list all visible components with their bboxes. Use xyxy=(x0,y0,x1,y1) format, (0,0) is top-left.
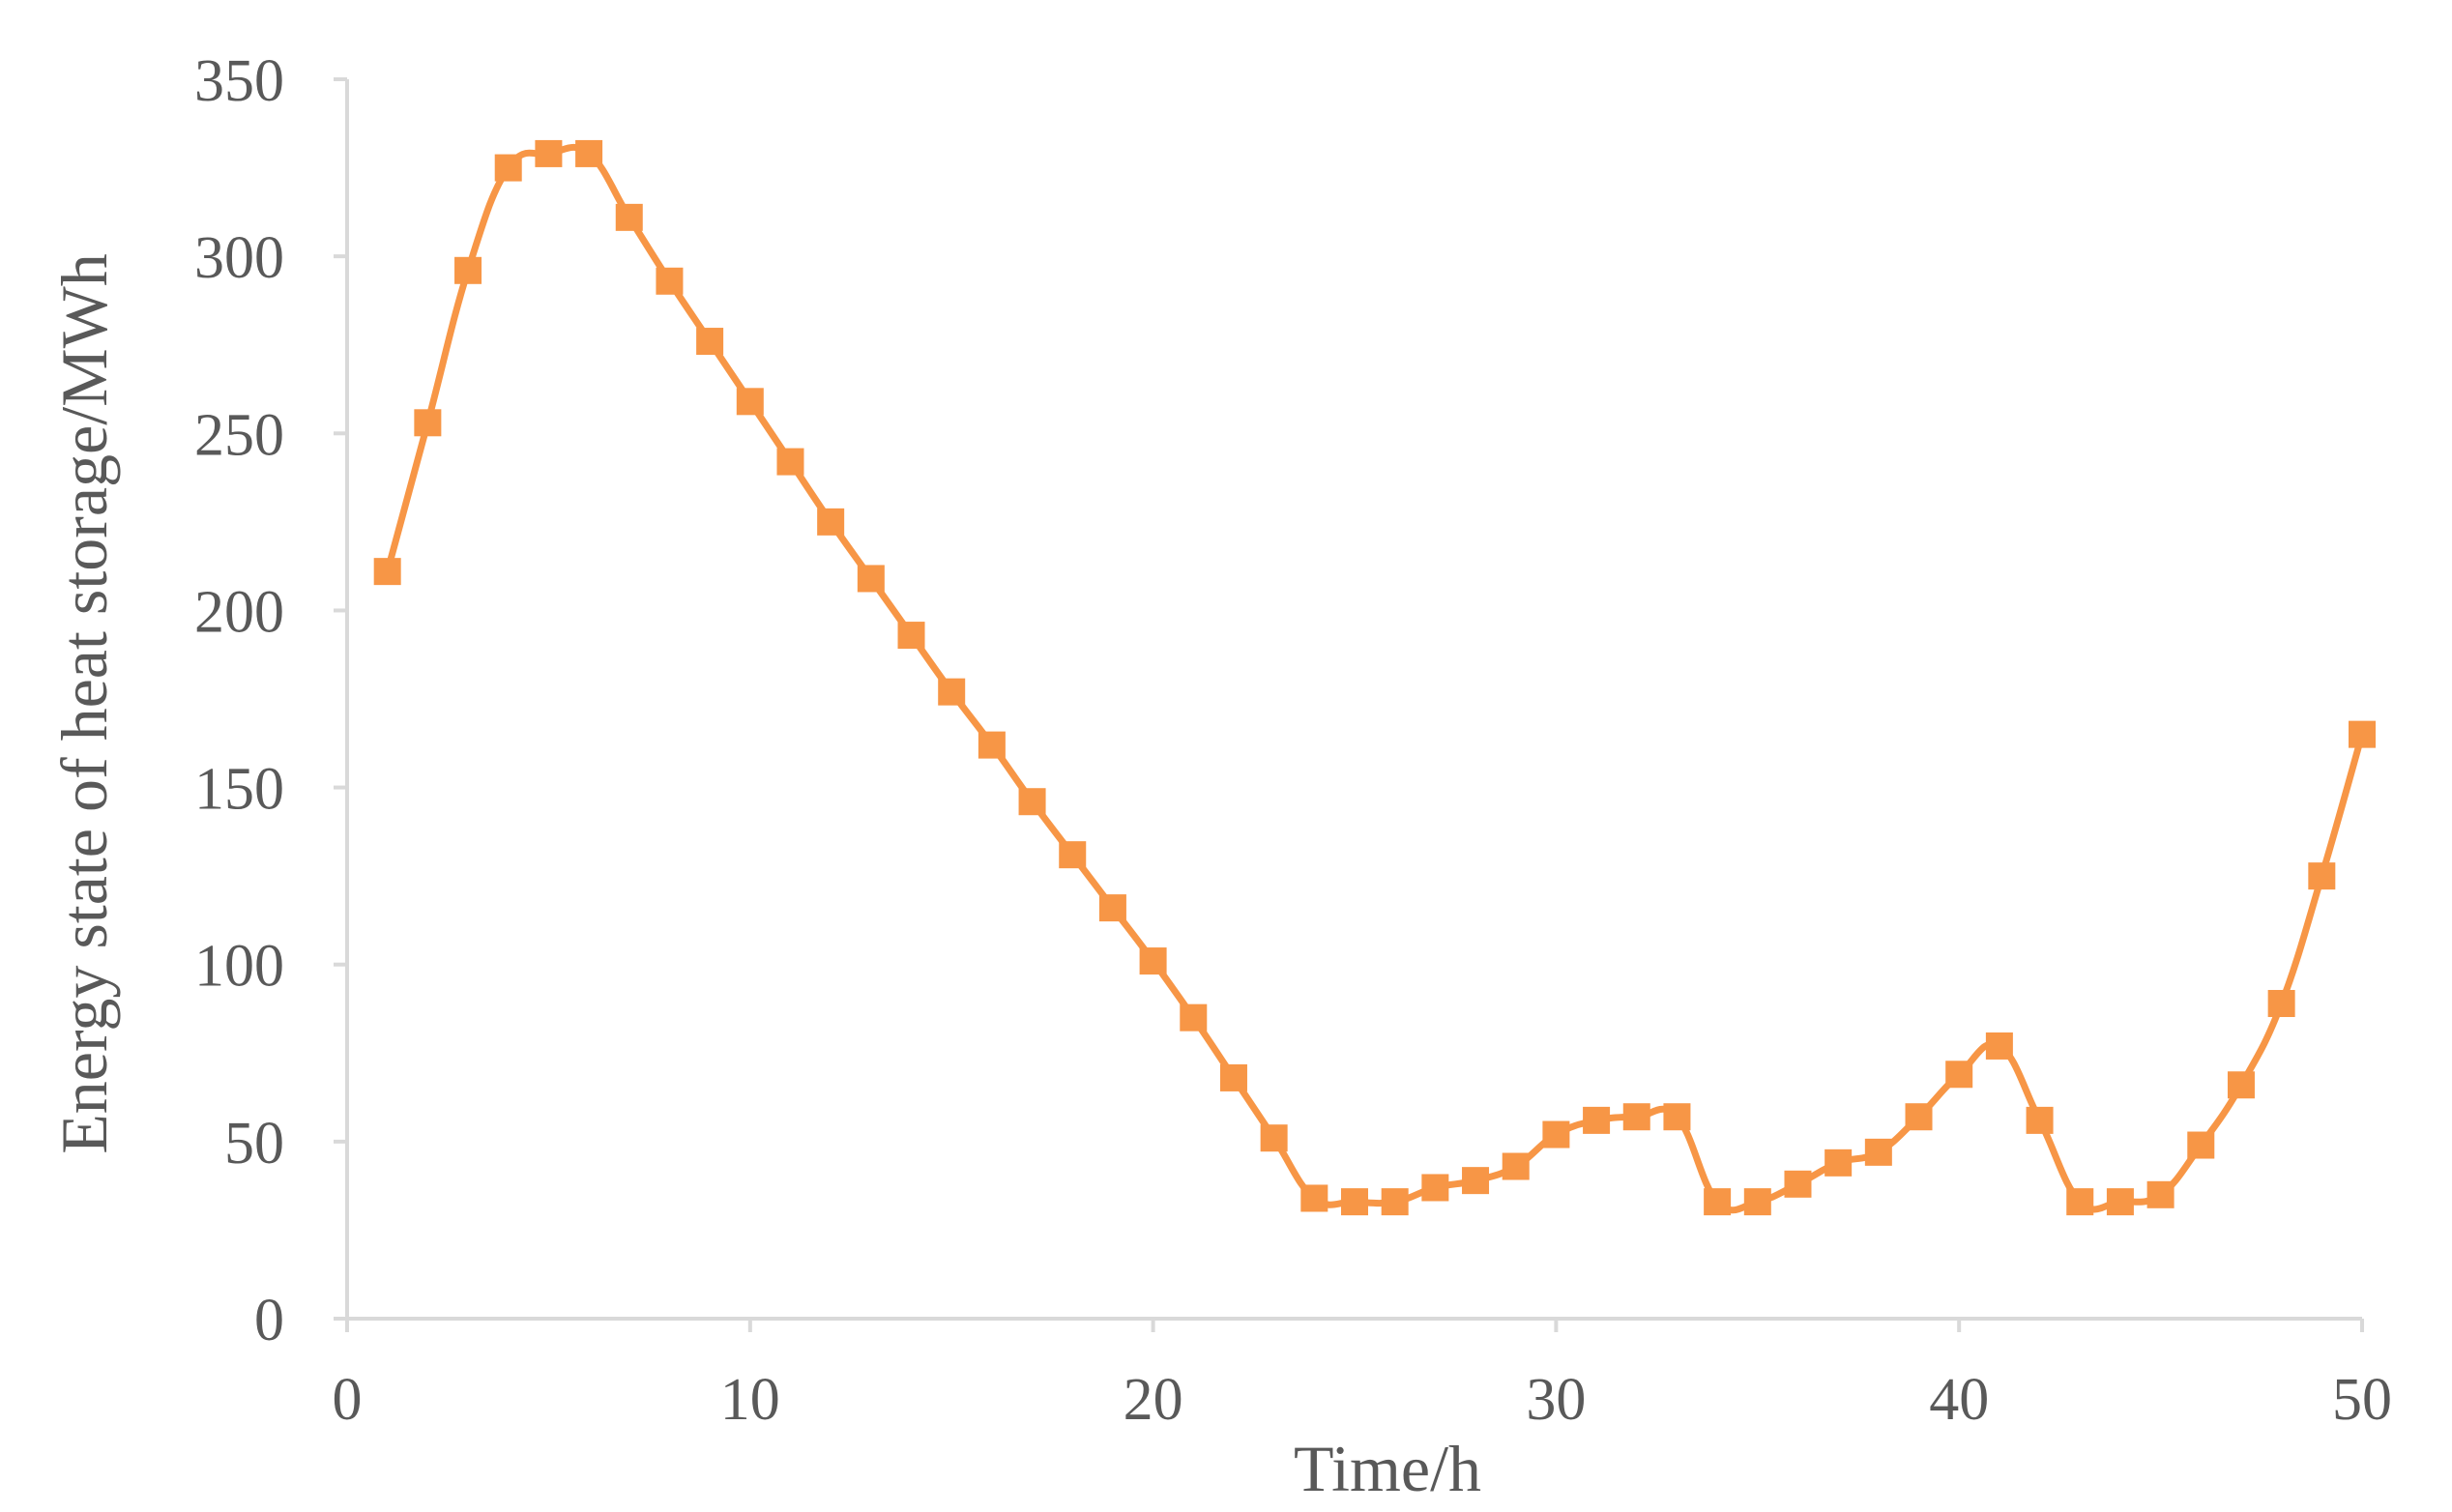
data-point-marker xyxy=(2106,1188,2134,1216)
data-point-marker xyxy=(373,558,401,586)
data-point-marker xyxy=(1542,1120,1570,1149)
data-point-marker xyxy=(1864,1138,1892,1166)
data-point-marker xyxy=(1139,947,1167,975)
data-point-marker xyxy=(1260,1124,1288,1152)
data-point-marker xyxy=(857,565,885,593)
x-tick-marks xyxy=(345,1319,2364,1332)
data-point-marker xyxy=(1704,1188,1732,1216)
data-point-marker xyxy=(1381,1188,1409,1216)
data-point-marker xyxy=(978,731,1006,759)
data-point-marker xyxy=(2267,990,2295,1018)
y-tick-label: 350 xyxy=(194,48,284,114)
data-point-marker xyxy=(736,388,764,416)
x-tick-label: 10 xyxy=(720,1367,780,1433)
data-point-marker xyxy=(615,203,643,231)
y-axis-title: Energy state of heat storage/MWh xyxy=(47,253,121,1154)
data-point-marker xyxy=(1059,841,1087,869)
y-tick-label: 150 xyxy=(194,757,284,823)
data-point-marker xyxy=(2227,1071,2255,1099)
data-point-marker xyxy=(656,267,684,295)
data-point-marker xyxy=(2066,1188,2094,1216)
data-point-marker xyxy=(1502,1152,1530,1180)
data-point-marker xyxy=(1341,1188,1368,1216)
data-point-marker xyxy=(696,328,724,356)
x-tick-label: 20 xyxy=(1124,1367,1183,1433)
x-tick-label: 30 xyxy=(1526,1367,1586,1433)
series-line xyxy=(384,143,2366,1214)
data-point-marker xyxy=(2308,862,2336,890)
x-tick-label: 0 xyxy=(333,1367,363,1433)
data-point-marker xyxy=(1180,1003,1208,1032)
data-point-marker xyxy=(1985,1032,2013,1060)
data-point-marker xyxy=(938,678,966,706)
data-point-marker xyxy=(1784,1170,1812,1198)
x-axis-title: Time/h xyxy=(1294,1432,1481,1505)
data-point-marker xyxy=(2187,1131,2215,1159)
data-point-marker xyxy=(1018,788,1046,816)
data-point-marker xyxy=(1824,1149,1853,1177)
data-point-marker xyxy=(414,409,442,437)
data-point-marker xyxy=(897,622,925,650)
y-tick-labels: 0 50 100 150 200 250 300 350 xyxy=(194,48,284,1353)
y-tick-label: 100 xyxy=(194,934,284,1000)
data-point-marker xyxy=(1905,1103,1933,1131)
data-point-marker xyxy=(575,139,603,167)
x-tick-label: 40 xyxy=(1929,1367,1989,1433)
data-point-marker xyxy=(1098,894,1126,922)
y-tick-label: 50 xyxy=(224,1111,284,1177)
data-point-marker xyxy=(454,256,482,284)
data-point-marker xyxy=(817,508,845,536)
data-point-marker xyxy=(2146,1180,2175,1208)
data-point-marker xyxy=(1462,1167,1490,1195)
series-group xyxy=(373,139,2376,1216)
data-point-marker xyxy=(2026,1106,2054,1134)
data-point-marker xyxy=(1421,1174,1449,1202)
x-tick-labels: 0 10 20 30 40 50 xyxy=(333,1367,2393,1433)
y-tick-label: 0 xyxy=(254,1288,284,1353)
x-tick-label: 50 xyxy=(2332,1367,2392,1433)
data-point-marker xyxy=(776,448,804,476)
data-point-marker xyxy=(535,139,563,167)
y-tick-label: 250 xyxy=(194,402,284,468)
y-tick-label: 300 xyxy=(194,225,284,291)
data-point-marker xyxy=(1583,1106,1611,1134)
data-point-marker xyxy=(1945,1061,1973,1089)
data-point-marker xyxy=(1663,1103,1691,1131)
data-point-marker xyxy=(1622,1103,1650,1131)
data-point-marker xyxy=(2349,720,2376,748)
y-tick-marks xyxy=(334,77,347,1321)
data-point-marker xyxy=(494,154,522,182)
data-point-marker xyxy=(1300,1184,1328,1212)
y-tick-label: 200 xyxy=(194,579,284,645)
data-point-marker xyxy=(1743,1188,1771,1216)
data-point-marker xyxy=(1219,1063,1247,1091)
